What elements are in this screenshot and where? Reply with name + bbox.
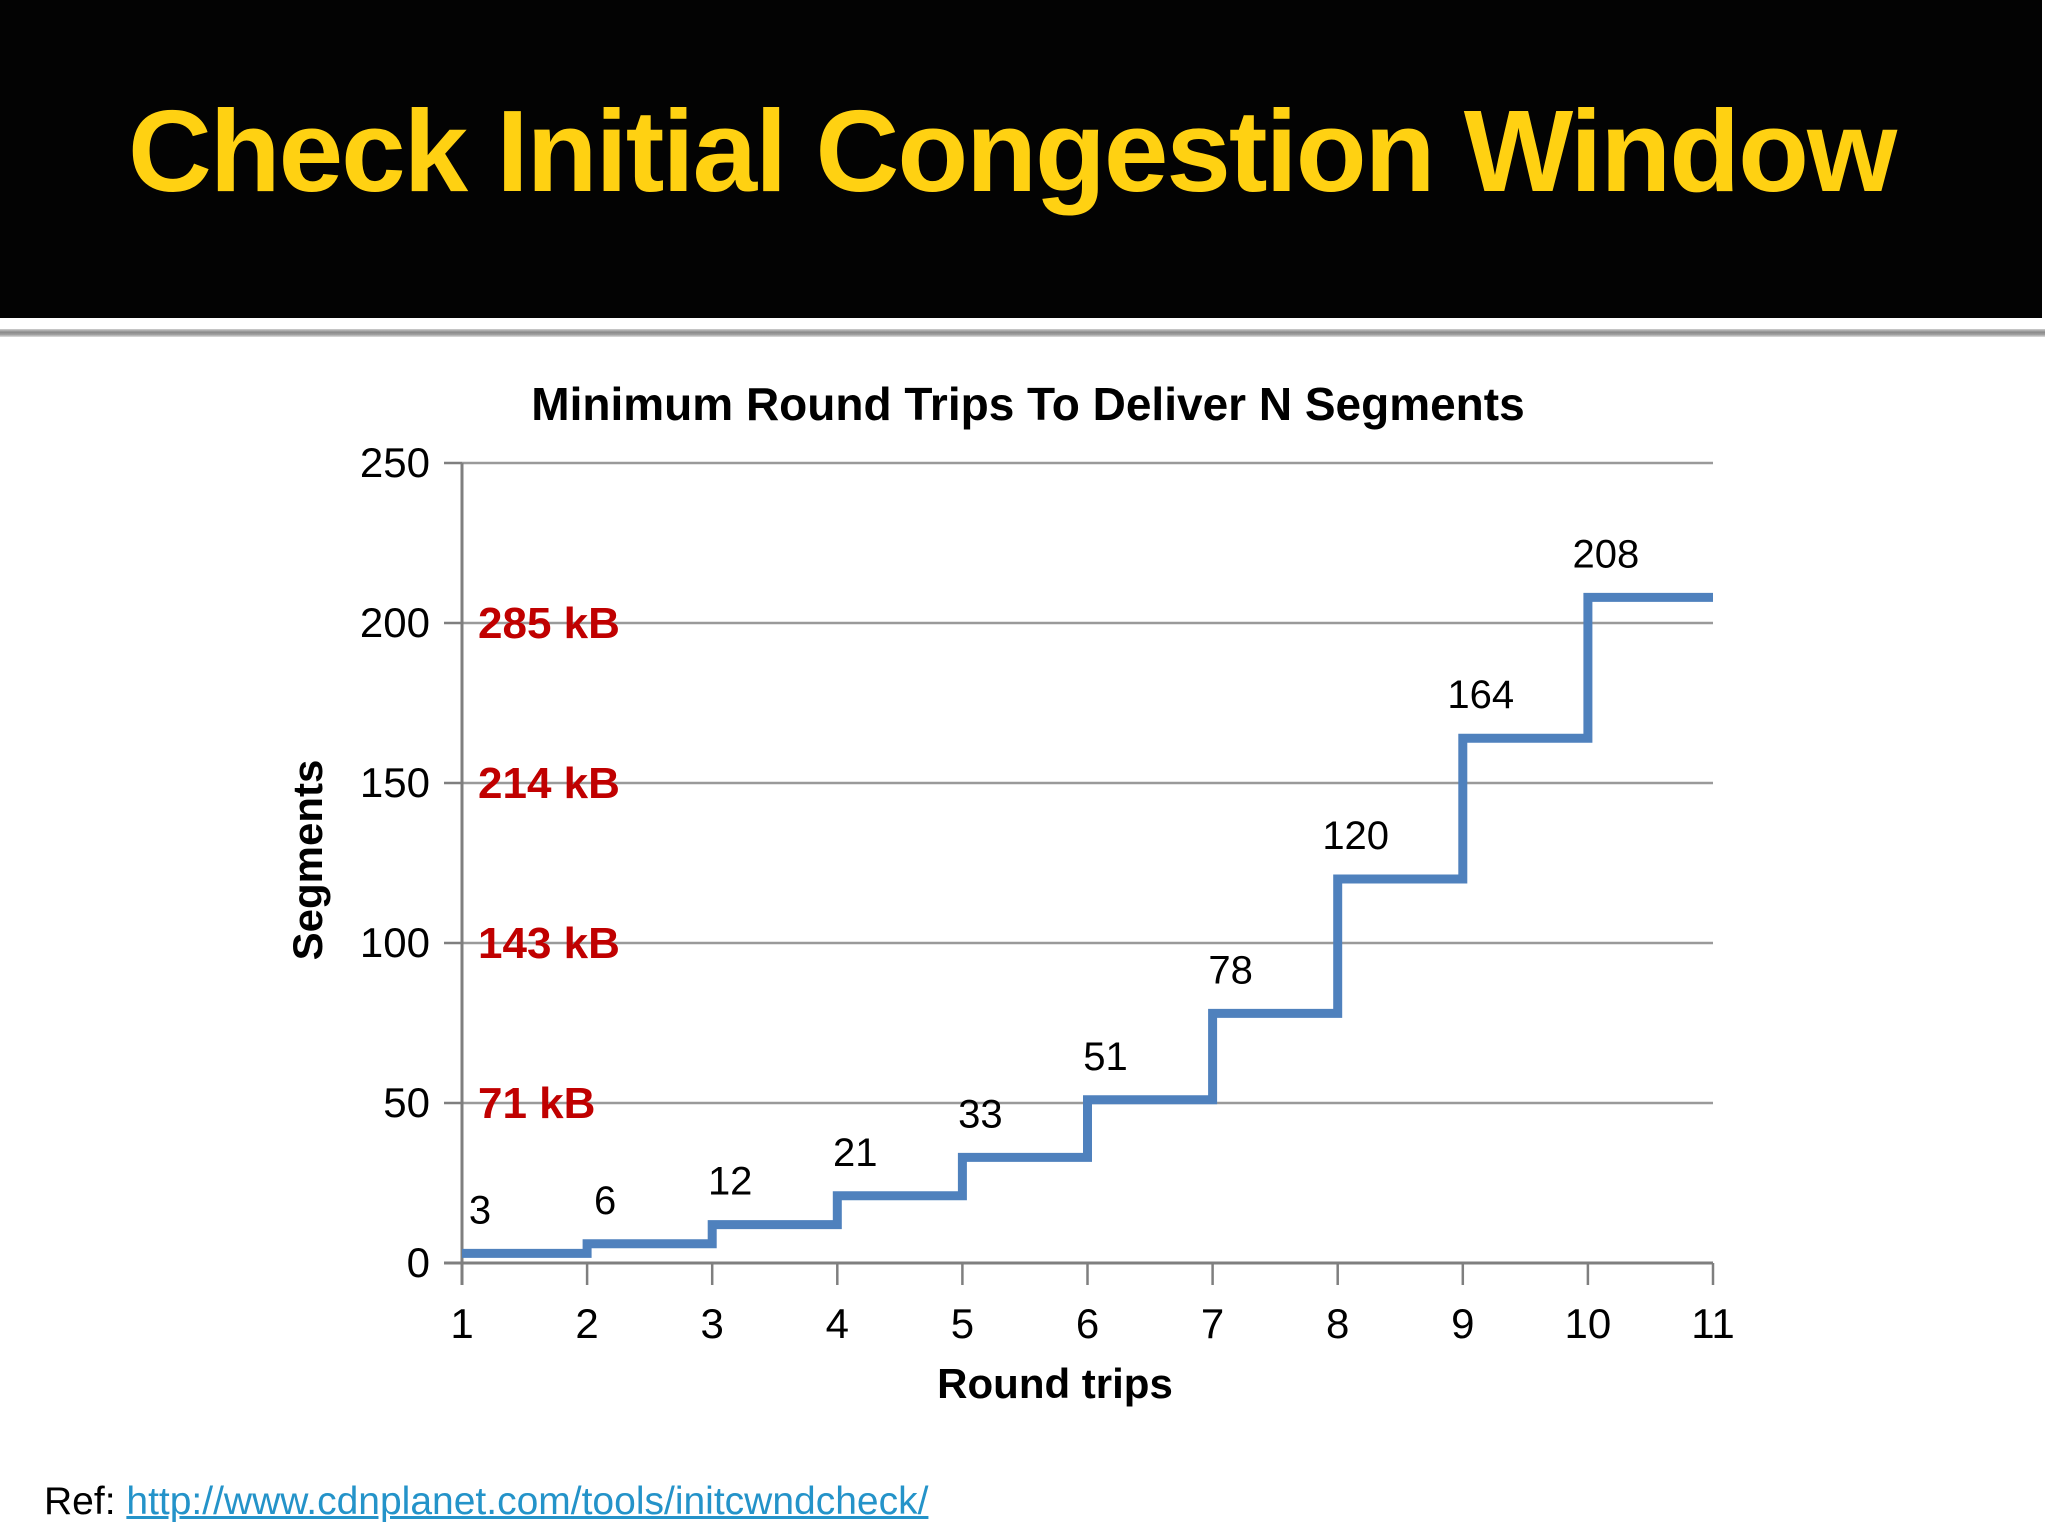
x-tick-label: 11 xyxy=(1691,1300,1735,1347)
x-tick-label: 1 xyxy=(450,1300,473,1347)
data-label: 51 xyxy=(1083,1035,1128,1079)
slide-title: Check Initial Congestion Window xyxy=(128,86,1897,216)
ref-link[interactable]: http://www.cdnplanet.com/tools/initcwndc… xyxy=(126,1480,929,1523)
kb-annotation: 71 kB xyxy=(478,1079,595,1128)
y-tick-label: 150 xyxy=(360,759,430,806)
data-label: 6 xyxy=(594,1179,616,1223)
kb-annotation: 285 kB xyxy=(478,599,620,648)
y-tick-label: 0 xyxy=(407,1239,430,1286)
data-label: 3 xyxy=(469,1188,491,1232)
y-tick-label: 250 xyxy=(360,439,430,486)
data-label: 120 xyxy=(1322,814,1389,858)
header-edge xyxy=(2042,0,2045,318)
y-tick-label: 50 xyxy=(383,1079,430,1126)
chart-title: Minimum Round Trips To Deliver N Segment… xyxy=(531,378,1524,430)
slide-header: Check Initial Congestion Window xyxy=(0,0,2045,318)
y-axis-title: Segments xyxy=(284,760,331,961)
kb-annotation: 214 kB xyxy=(478,759,620,808)
reference-line: Ref: http://www.cdnplanet.com/tools/init… xyxy=(44,1480,928,1524)
y-tick-label: 200 xyxy=(360,599,430,646)
x-axis-title: Round trips xyxy=(937,1360,1173,1407)
data-label: 12 xyxy=(708,1160,753,1204)
x-tick-label: 5 xyxy=(951,1300,974,1347)
x-tick-label: 6 xyxy=(1076,1300,1099,1347)
x-tick-label: 2 xyxy=(575,1300,598,1347)
x-tick-label: 7 xyxy=(1201,1300,1224,1347)
header-divider-line xyxy=(0,329,2045,337)
data-label: 208 xyxy=(1573,532,1640,576)
x-tick-label: 10 xyxy=(1565,1300,1612,1347)
x-tick-label: 8 xyxy=(1326,1300,1349,1347)
x-tick-label: 9 xyxy=(1451,1300,1474,1347)
x-tick-label: 4 xyxy=(826,1300,849,1347)
data-label: 21 xyxy=(833,1131,878,1175)
ref-label: Ref: xyxy=(44,1480,116,1523)
data-label: 164 xyxy=(1447,673,1514,717)
kb-annotation: 143 kB xyxy=(478,919,620,968)
y-tick-label: 100 xyxy=(360,919,430,966)
data-label: 33 xyxy=(958,1092,1003,1136)
x-tick-label: 3 xyxy=(701,1300,724,1347)
data-label: 78 xyxy=(1208,948,1253,992)
segments-step-line xyxy=(462,592,1713,1258)
